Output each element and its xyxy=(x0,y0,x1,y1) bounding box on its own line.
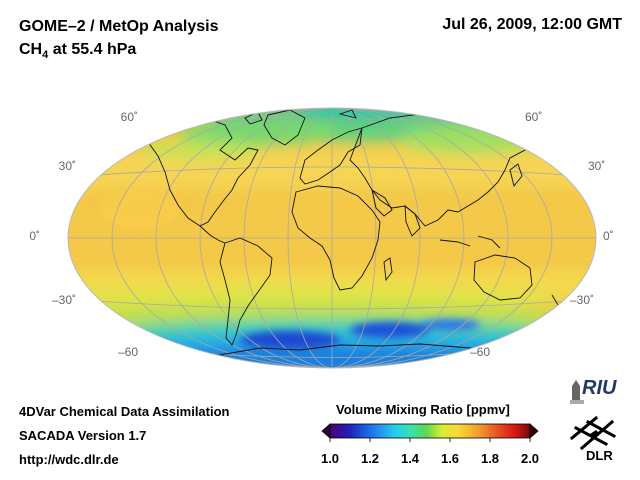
colorbar-title: Volume Mixing Ratio [ppmv] xyxy=(336,402,510,417)
colorbar-tick: 1.0 xyxy=(320,451,340,466)
concentration-field xyxy=(68,108,596,368)
colorbar-low-arrow xyxy=(321,423,331,439)
footer-link[interactable]: http://wdc.dlr.de xyxy=(19,452,119,467)
pressure-level: at 55.4 hPa xyxy=(52,41,137,58)
colorbar-tick: 1.2 xyxy=(360,451,380,466)
lat-label-left-60: 60˚ xyxy=(121,110,138,124)
riu-logo-text: RIU xyxy=(582,377,617,399)
footer-line-1: 4DVar Chemical Data Assimilation xyxy=(19,404,230,419)
footer-line-2: SACADA Version 1.7 xyxy=(19,428,147,443)
colorbar-tick: 2.0 xyxy=(520,451,540,466)
map-subtitle: CH4 at 55.4 hPa xyxy=(19,41,136,61)
colorbar-high-arrow xyxy=(529,423,539,439)
dlr-logo xyxy=(569,415,617,451)
lat-label-left-0: 0˚ xyxy=(29,229,40,243)
globe-outline xyxy=(67,107,597,369)
colorbar-tick: 1.8 xyxy=(480,451,500,466)
riu-logo: RIU xyxy=(570,377,617,404)
dlr-logo-text: DLR xyxy=(586,448,613,463)
map-title: GOME–2 / MetOp Analysis xyxy=(19,18,219,35)
analysis-datetime: Jul 26, 2009, 12:00 GMT xyxy=(442,16,622,33)
lat-label-right-30: 30˚ xyxy=(588,159,605,173)
lat-label-left-minus30: –30˚ xyxy=(52,293,76,307)
lat-label-right-60: 60˚ xyxy=(525,110,542,124)
lat-label-right-minus30: –30˚ xyxy=(570,293,594,307)
lat-label-right-minus60: –60 xyxy=(470,345,490,359)
colorbar-tick: 1.4 xyxy=(400,451,420,466)
colorbar-tick: 1.6 xyxy=(440,451,460,466)
lat-label-left-30: 30˚ xyxy=(59,159,76,173)
species-name: CH xyxy=(19,41,43,58)
lat-label-right-0: 0˚ xyxy=(603,229,614,243)
colorbar xyxy=(321,423,539,442)
species-subscript: 4 xyxy=(42,49,49,62)
lat-label-left-minus60: –60 xyxy=(118,345,138,359)
colorbar-gradient xyxy=(329,423,531,439)
